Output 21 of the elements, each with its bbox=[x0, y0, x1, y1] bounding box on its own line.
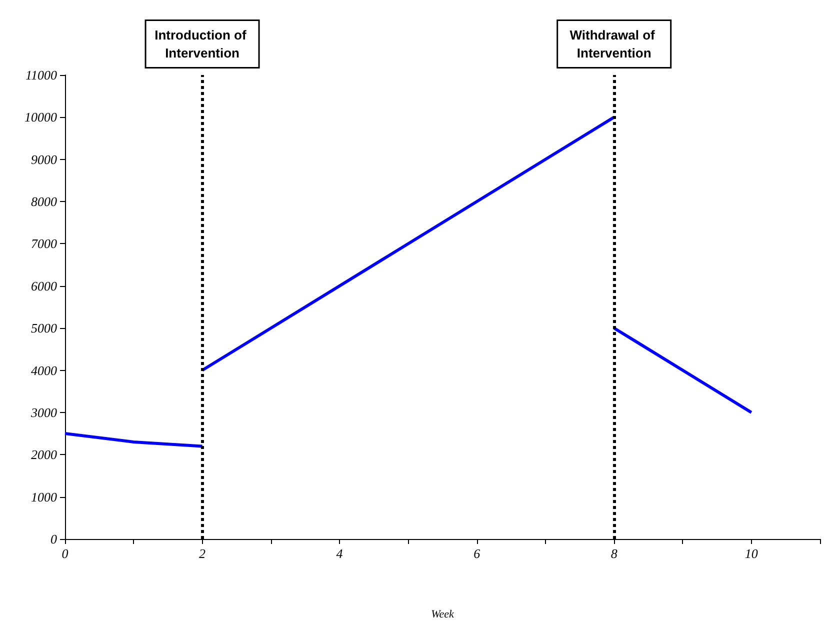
y-tick-label: 0 bbox=[50, 532, 58, 546]
y-tick-label: 9000 bbox=[31, 152, 58, 167]
ref-line-label: Withdrawal of Intervention bbox=[570, 28, 658, 60]
y-tick-label: 3000 bbox=[30, 404, 58, 420]
x-tick-label: 4 bbox=[336, 546, 344, 561]
y-tick-label: 11000 bbox=[25, 68, 58, 82]
x-tick-label: 6 bbox=[474, 546, 481, 561]
x-tick-label: 10 bbox=[744, 546, 758, 561]
y-tick-label: 7000 bbox=[31, 236, 58, 252]
y-tick-label: 6000 bbox=[31, 278, 58, 294]
x-tick-label: 2 bbox=[199, 546, 206, 561]
x-axis-title: Week bbox=[431, 608, 456, 620]
y-tick-label: 4000 bbox=[31, 362, 58, 378]
y-tick-label: 1000 bbox=[31, 489, 58, 504]
x-tick-label: 0 bbox=[62, 546, 69, 561]
y-tick-label: 5000 bbox=[31, 320, 58, 336]
y-tick-label: 2000 bbox=[31, 447, 58, 462]
y-tick-label: 10000 bbox=[24, 110, 58, 125]
x-tick-label: 8 bbox=[610, 546, 618, 561]
ref-line-label: Introduction of Intervention bbox=[154, 28, 250, 60]
y-tick-label: 8000 bbox=[31, 194, 58, 210]
